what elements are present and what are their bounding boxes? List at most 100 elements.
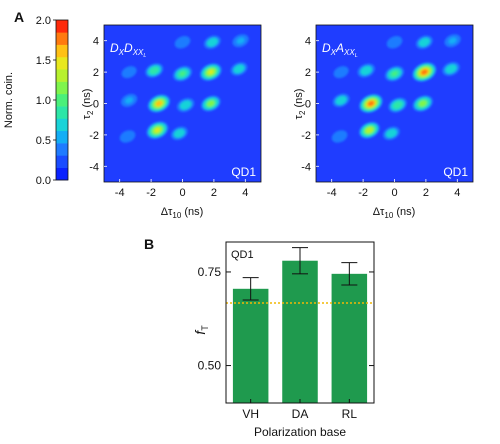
- colorbar-step: [56, 69, 68, 82]
- heatmap-peak: [338, 98, 344, 103]
- quantum-dot-label: QD1: [231, 249, 254, 261]
- colorbar-step: [56, 118, 68, 132]
- x-axis-label: Δτ10 (ns): [161, 206, 204, 220]
- colorbar-tick-label: 2.0: [36, 15, 51, 27]
- bar-y-tick-label: 0.75: [198, 265, 222, 279]
- heatmap-peak: [363, 68, 370, 73]
- heatmap-peak: [236, 37, 245, 44]
- bar-x-axis-label: Polarization base: [254, 425, 346, 439]
- y-tick-label: 4: [93, 36, 99, 48]
- bar-x-ticks: VH DA RL: [242, 399, 357, 421]
- heatmap-peak: [236, 66, 242, 72]
- colorbar-tick-label: 0.5: [36, 135, 51, 147]
- heatmap-peak: [448, 66, 454, 72]
- bar-chart: 0.75 0.50 VH DA RL QD1 fT Polarization base: [192, 241, 375, 439]
- bar: [331, 273, 368, 403]
- colorbar-label: Norm. coin.: [3, 72, 15, 128]
- y-axis-label: τ2 (ns): [293, 89, 307, 120]
- heatmap-peak: [151, 68, 157, 73]
- bar-x-tick-label: DA: [292, 407, 309, 421]
- heatmap-peak: [125, 69, 133, 76]
- x-tick-label: 4: [454, 187, 460, 199]
- y-tick-label: 0: [305, 99, 311, 111]
- colorbar: 0.0 0.5 1.0 1.5 2.0 Norm. coin.: [3, 15, 69, 187]
- inset-label: DXAXXL: [322, 41, 358, 59]
- colorbar-tick-label: 0.0: [36, 175, 51, 187]
- heatmap-peak: [178, 39, 187, 46]
- bar-y-tick-label: 0.50: [198, 359, 222, 373]
- heatmap-ticks: -4 -2 0 2 4 4 2 0 -2 -4: [89, 36, 248, 199]
- heatmap-peaks: [119, 34, 249, 143]
- heatmap-peak: [157, 102, 161, 105]
- colorbar-tick-label: 1.0: [36, 95, 51, 107]
- x-tick-label: -2: [146, 187, 156, 199]
- colorbar-tick-label: 1.5: [36, 55, 51, 67]
- y-tick-label: -2: [301, 130, 311, 142]
- heatmap-panel-right: -4 -2 0 2 4 4 2 0 -2 -4 DXAXXL QD1 Δτ10 (ns) τ2 (…: [293, 24, 474, 220]
- colorbar-step: [56, 130, 68, 144]
- y-tick-label: 0: [93, 99, 99, 111]
- panel-label-b: B: [144, 236, 154, 252]
- heatmap-ticks: -4 -2 0 2 4 4 2 0 -2 -4: [301, 36, 460, 199]
- heatmap-peak: [369, 102, 373, 105]
- heatmap-peak: [155, 128, 160, 132]
- x-tick-label: -4: [115, 187, 125, 199]
- x-axis-label: Δτ10 (ns): [373, 206, 416, 220]
- heatmap-peak: [125, 97, 134, 104]
- heatmap-peak: [335, 133, 344, 140]
- heatmap-peak: [390, 39, 399, 46]
- bars: [232, 247, 368, 403]
- panel-label-a: A: [14, 9, 24, 25]
- heatmap-peak: [421, 40, 428, 45]
- heatmap-peak: [367, 128, 372, 132]
- heatmap-peak: [176, 131, 183, 136]
- y-tick-label: 4: [305, 36, 311, 48]
- heatmap-peak: [208, 70, 213, 74]
- bar: [282, 260, 318, 403]
- heatmap-peak: [392, 71, 397, 76]
- heatmap-peak: [208, 101, 213, 106]
- colorbar-step: [56, 155, 68, 168]
- quantum-dot-label: QD1: [443, 165, 468, 179]
- colorbar-step: [56, 167, 68, 181]
- colorbar-step: [56, 81, 68, 95]
- heatmap-peaks: [331, 34, 461, 143]
- x-tick-label: -2: [358, 187, 368, 199]
- y-tick-label: -4: [301, 161, 311, 173]
- heatmap-peak: [123, 133, 132, 140]
- y-tick-label: 2: [93, 67, 99, 79]
- colorbar-step: [56, 44, 68, 58]
- y-axis-label: τ2 (ns): [81, 89, 95, 120]
- colorbar-step: [56, 56, 68, 70]
- bar-x-tick-label: RL: [342, 407, 358, 421]
- heatmap-peak: [395, 103, 400, 107]
- colorbar-step: [56, 106, 68, 119]
- colorbar-steps: [56, 20, 68, 181]
- heatmap-peak: [180, 71, 185, 76]
- colorbar-step: [56, 143, 68, 156]
- x-tick-label: 2: [423, 187, 429, 199]
- y-tick-label: 2: [305, 67, 311, 79]
- heatmap-peak: [420, 101, 425, 106]
- y-tick-label: -4: [89, 161, 99, 173]
- heatmap-panel-left: -4 -2 0 2 4 4 2 0 -2 -4 DXDXXL QD1 Δτ10 (ns) τ2 (…: [81, 24, 262, 220]
- bar-y-ticks: 0.75 0.50: [198, 265, 374, 373]
- x-tick-label: -4: [327, 187, 337, 199]
- x-tick-label: 0: [179, 187, 185, 199]
- bar-y-axis-label: fT: [192, 325, 210, 335]
- heatmap-peak: [388, 131, 395, 136]
- y-tick-label: -2: [89, 130, 99, 142]
- colorbar-step: [56, 32, 68, 45]
- x-tick-label: 4: [242, 187, 248, 199]
- heatmap-peak: [422, 70, 426, 74]
- heatmap-peak: [448, 37, 457, 44]
- bar-x-tick-label: VH: [242, 407, 259, 421]
- heatmap-peak: [337, 69, 345, 76]
- quantum-dot-label: QD1: [231, 165, 256, 179]
- bar: [232, 288, 269, 403]
- inset-label: DXDXXL: [110, 41, 146, 59]
- heatmap-peak: [209, 40, 216, 45]
- x-tick-label: 0: [391, 187, 397, 199]
- colorbar-ticks: 0.0 0.5 1.0 1.5 2.0: [36, 15, 56, 187]
